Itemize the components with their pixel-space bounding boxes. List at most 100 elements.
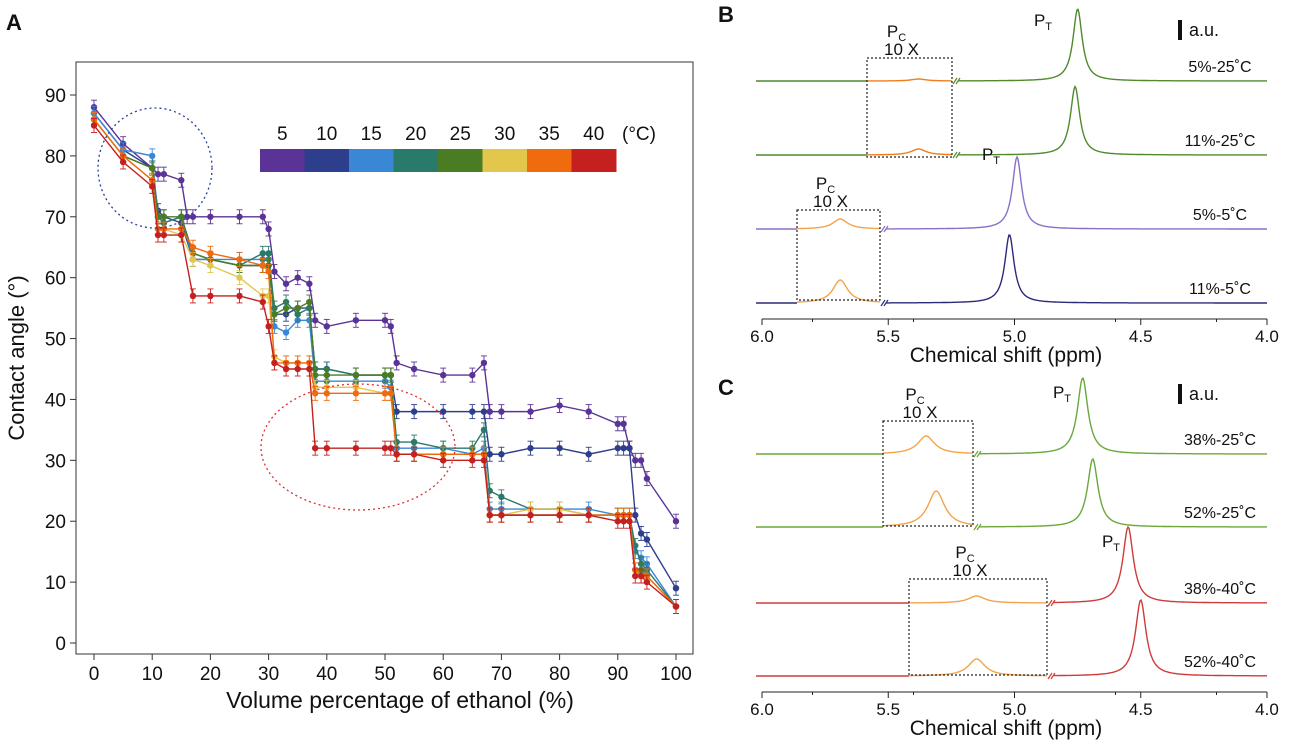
data-point	[387, 323, 395, 330]
legend-label: 5	[277, 124, 288, 145]
data-point	[387, 444, 395, 452]
data-point	[282, 329, 290, 336]
panel-label-a: A	[6, 10, 22, 35]
data-point	[311, 390, 319, 397]
data-point	[323, 390, 330, 397]
data-point	[90, 122, 98, 129]
data-point	[352, 444, 360, 452]
spectrum-52%-25˚C: 52%-25˚C	[756, 457, 1267, 531]
x-tick-label: 5.0	[1003, 327, 1027, 346]
data-point	[556, 511, 563, 519]
data-point	[271, 268, 278, 275]
data-point	[259, 250, 266, 257]
y-tick-label: 80	[45, 147, 66, 168]
spectrum-label: 11%-5˚C	[1189, 281, 1251, 298]
data-point	[306, 280, 313, 287]
data-point	[154, 170, 162, 178]
x-axis-label: Chemical shift (ppm)	[910, 717, 1103, 740]
break-mark	[883, 299, 889, 307]
data-point	[527, 408, 534, 415]
break-mark	[1047, 672, 1053, 680]
x-tick-label: 90	[607, 664, 628, 685]
inset-line	[882, 435, 973, 454]
data-point	[236, 274, 243, 281]
legend-unit: (°C)	[622, 124, 656, 145]
x-tick-label: 20	[200, 664, 221, 685]
x-tick-label: 60	[433, 664, 454, 685]
spectrum-line	[958, 8, 1267, 82]
data-point	[486, 451, 493, 458]
magnified-region-box	[882, 420, 974, 527]
data-point	[556, 444, 563, 452]
data-point	[265, 225, 272, 233]
y-tick-label: 90	[45, 86, 66, 107]
data-point	[486, 511, 493, 519]
data-point	[265, 250, 272, 257]
data-point	[183, 213, 191, 220]
spectrum-line	[886, 234, 1267, 304]
data-point	[469, 457, 476, 464]
data-point	[149, 183, 156, 190]
data-point	[556, 402, 563, 409]
data-point	[178, 213, 185, 220]
data-point	[469, 371, 476, 379]
x-tick-label: 4.0	[1255, 700, 1279, 719]
data-point	[620, 420, 627, 427]
data-point	[632, 542, 639, 549]
data-point	[381, 390, 389, 397]
y-tick-label: 50	[45, 330, 66, 351]
legend-label: 15	[361, 124, 382, 145]
data-point	[620, 444, 627, 452]
x-tick-label: 5.5	[876, 700, 900, 719]
data-point	[393, 438, 400, 446]
inset-line	[909, 658, 1048, 677]
y-tick-label: 60	[45, 269, 66, 290]
magnification-label: 10 X	[884, 40, 919, 59]
spectrum-line	[979, 457, 1267, 528]
data-point	[469, 408, 476, 415]
data-point	[259, 262, 266, 269]
y-tick-label: 70	[45, 208, 66, 229]
x-tick-label: 40	[316, 664, 337, 685]
series-line	[93, 118, 677, 607]
data-point	[352, 317, 360, 324]
break-mark	[955, 77, 961, 85]
nmr-panel-c: 6.0 5.5 5.0 4.5 4.0 Chemical shift (ppm) a.u. 3…	[750, 377, 1279, 740]
y-tick-label: 40	[45, 390, 66, 411]
legend-swatch	[260, 149, 305, 172]
spectrum-5%-5˚C: 5%-5˚C	[756, 155, 1267, 233]
panel-label-c: C	[718, 375, 734, 400]
legend-swatch	[527, 149, 572, 172]
pc-label: PC	[955, 543, 974, 565]
data-point	[189, 213, 197, 220]
data-point	[614, 518, 621, 525]
data-point	[585, 451, 592, 458]
spectrum-38%-40˚C: 38%-40˚C	[756, 525, 1267, 607]
panel-label-b: B	[718, 2, 734, 27]
data-point	[637, 530, 645, 537]
data-point	[189, 244, 197, 251]
data-point	[154, 231, 162, 239]
series-40C	[90, 117, 680, 614]
x-axis-label: Volume percentage of ethanol (%)	[226, 687, 574, 713]
x-tick-label: 10	[142, 664, 163, 685]
scale-bar	[1178, 20, 1182, 40]
data-point	[306, 298, 313, 306]
data-point	[207, 262, 214, 269]
y-axis-label: Contact angle (°)	[4, 275, 29, 440]
data-point	[294, 304, 301, 312]
data-point	[207, 292, 214, 300]
data-point	[311, 444, 319, 452]
scale-label: a.u.	[1189, 384, 1219, 404]
pc-label: PC	[816, 174, 835, 196]
data-point	[352, 390, 360, 397]
temperature-legend: 5 10 15 20 25 30 35 40 (°C)	[260, 124, 656, 172]
data-point	[160, 213, 168, 220]
data-point	[585, 511, 592, 519]
spectrum-38%-25˚C: 38%-25˚C	[756, 377, 1267, 458]
x-tick-label: 4.0	[1255, 327, 1279, 346]
data-point	[265, 323, 272, 330]
spectrum-5%-25˚C: 5%-25˚C	[756, 8, 1267, 85]
data-point	[440, 408, 447, 415]
y-tick-label: 0	[55, 634, 66, 655]
